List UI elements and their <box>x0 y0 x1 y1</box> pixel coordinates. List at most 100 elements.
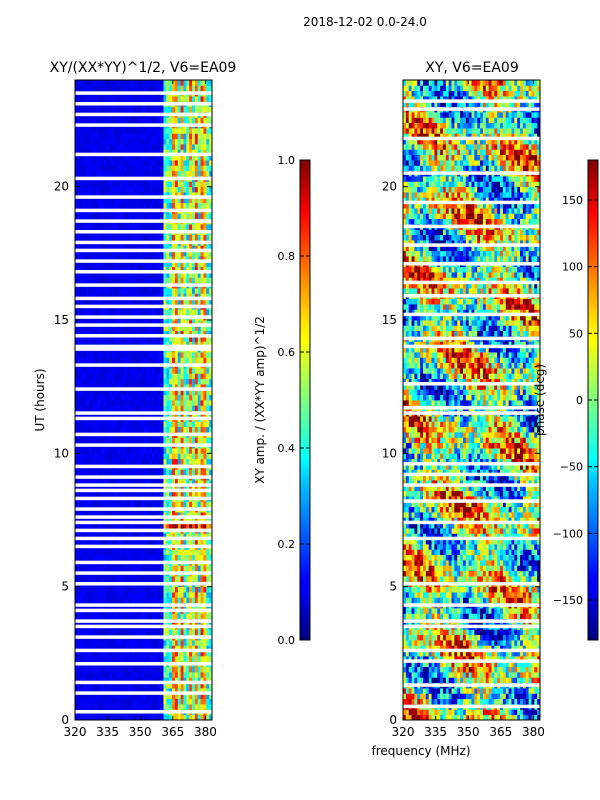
heatmap-cell <box>157 245 162 252</box>
heatmap-cell <box>97 389 102 396</box>
heatmap-cell <box>100 533 104 540</box>
heatmap-cell <box>172 576 176 582</box>
heatmap-cell <box>112 400 116 406</box>
heatmap-cell <box>77 266 82 273</box>
heatmap-cell <box>126 261 130 268</box>
heatmap-cell <box>103 368 107 374</box>
heatmap-cell <box>129 629 133 636</box>
heatmap-cell <box>129 565 133 572</box>
heatmap-cell <box>209 165 213 172</box>
heatmap-cell <box>169 400 173 406</box>
heatmap-cell <box>200 512 204 518</box>
heatmap-cell <box>186 453 190 460</box>
heatmap-cell <box>143 533 147 540</box>
heatmap-cell <box>172 181 176 188</box>
heatmap-cell <box>83 586 87 593</box>
heatmap-cell <box>86 698 90 705</box>
heatmap-cell <box>183 576 187 582</box>
heatmap-cell <box>103 666 107 673</box>
heatmap-cell <box>192 437 196 444</box>
heatmap-cell <box>154 682 159 689</box>
heatmap-cell <box>152 693 156 700</box>
heatmap-cell <box>83 554 87 561</box>
heatmap-cell <box>186 437 190 444</box>
heatmap-cell <box>172 325 176 332</box>
heatmap-cell <box>169 426 173 433</box>
heatmap-cell <box>117 490 122 497</box>
heatmap-cell <box>177 421 181 428</box>
heatmap-cell <box>106 394 110 401</box>
heatmap-cell <box>174 640 179 646</box>
heatmap-cell <box>143 565 147 572</box>
heatmap-cell <box>134 469 139 476</box>
heatmap-cell <box>154 250 159 257</box>
heatmap-cell <box>157 453 162 460</box>
heatmap-cell <box>86 714 90 721</box>
heatmap-cell <box>177 373 181 380</box>
heatmap-cell <box>140 421 144 428</box>
heatmap-cell <box>75 672 79 678</box>
heatmap-cell <box>132 613 136 620</box>
heatmap-cell <box>154 293 159 300</box>
heatmap-cell <box>206 666 210 673</box>
heatmap-cell <box>172 234 176 241</box>
heatmap-cell <box>89 309 93 316</box>
heatmap-cell <box>189 250 193 257</box>
heatmap-cell <box>203 325 207 332</box>
heatmap-cell <box>114 640 119 646</box>
heatmap-cell <box>149 277 153 284</box>
heatmap-cell <box>146 213 150 220</box>
heatmap-cell <box>177 250 181 257</box>
heatmap-cell <box>152 533 156 540</box>
heatmap-cell <box>117 565 122 572</box>
heatmap-cell <box>94 480 99 486</box>
heatmap-cell <box>160 672 164 678</box>
heatmap-cell <box>75 554 79 561</box>
heatmap-cell <box>166 245 170 252</box>
heatmap-cell <box>197 565 201 572</box>
heatmap-cell <box>143 368 147 374</box>
heatmap-cell <box>206 405 210 412</box>
heatmap-cell <box>134 704 139 710</box>
heatmap-cell <box>114 234 119 241</box>
heatmap-cell <box>160 368 164 374</box>
heatmap-cell <box>169 261 173 268</box>
heatmap-cell <box>209 645 213 652</box>
heatmap-cell <box>203 378 207 385</box>
heatmap-cell <box>177 549 181 556</box>
heatmap-cell <box>186 565 190 572</box>
heatmap-cell <box>120 522 124 529</box>
heatmap-cell <box>120 480 124 486</box>
heatmap-cell <box>86 586 90 593</box>
heatmap-cell <box>123 330 127 337</box>
heatmap-cell <box>123 192 127 198</box>
heatmap-cell <box>83 688 87 694</box>
heatmap-cell <box>92 613 96 620</box>
heatmap-cell <box>154 597 159 604</box>
heatmap-cell <box>80 469 84 476</box>
heatmap-cell <box>146 533 150 540</box>
heatmap-cell <box>112 298 116 305</box>
heatmap-cell <box>143 330 147 337</box>
heatmap-cell <box>126 202 130 209</box>
heatmap-cell <box>146 192 150 198</box>
heatmap-cell <box>75 501 79 508</box>
heatmap-cell <box>75 485 79 492</box>
heatmap-cell <box>86 368 90 374</box>
heatmap-cell <box>160 480 164 486</box>
heatmap-cell <box>209 234 213 241</box>
heatmap-cell <box>197 336 201 342</box>
heatmap-cell <box>112 181 116 188</box>
heatmap-cell <box>200 288 204 294</box>
heatmap-cell <box>140 389 144 396</box>
heatmap-cell <box>89 186 93 193</box>
heatmap-cell <box>152 330 156 337</box>
heatmap-cell <box>200 330 204 337</box>
heatmap-cell <box>149 186 153 193</box>
heatmap-cell <box>77 656 82 662</box>
heatmap-cell <box>123 666 127 673</box>
heatmap-cell <box>94 629 99 636</box>
heatmap-cell <box>126 325 130 332</box>
heatmap-cell <box>189 192 193 198</box>
heatmap-cell <box>197 213 201 220</box>
